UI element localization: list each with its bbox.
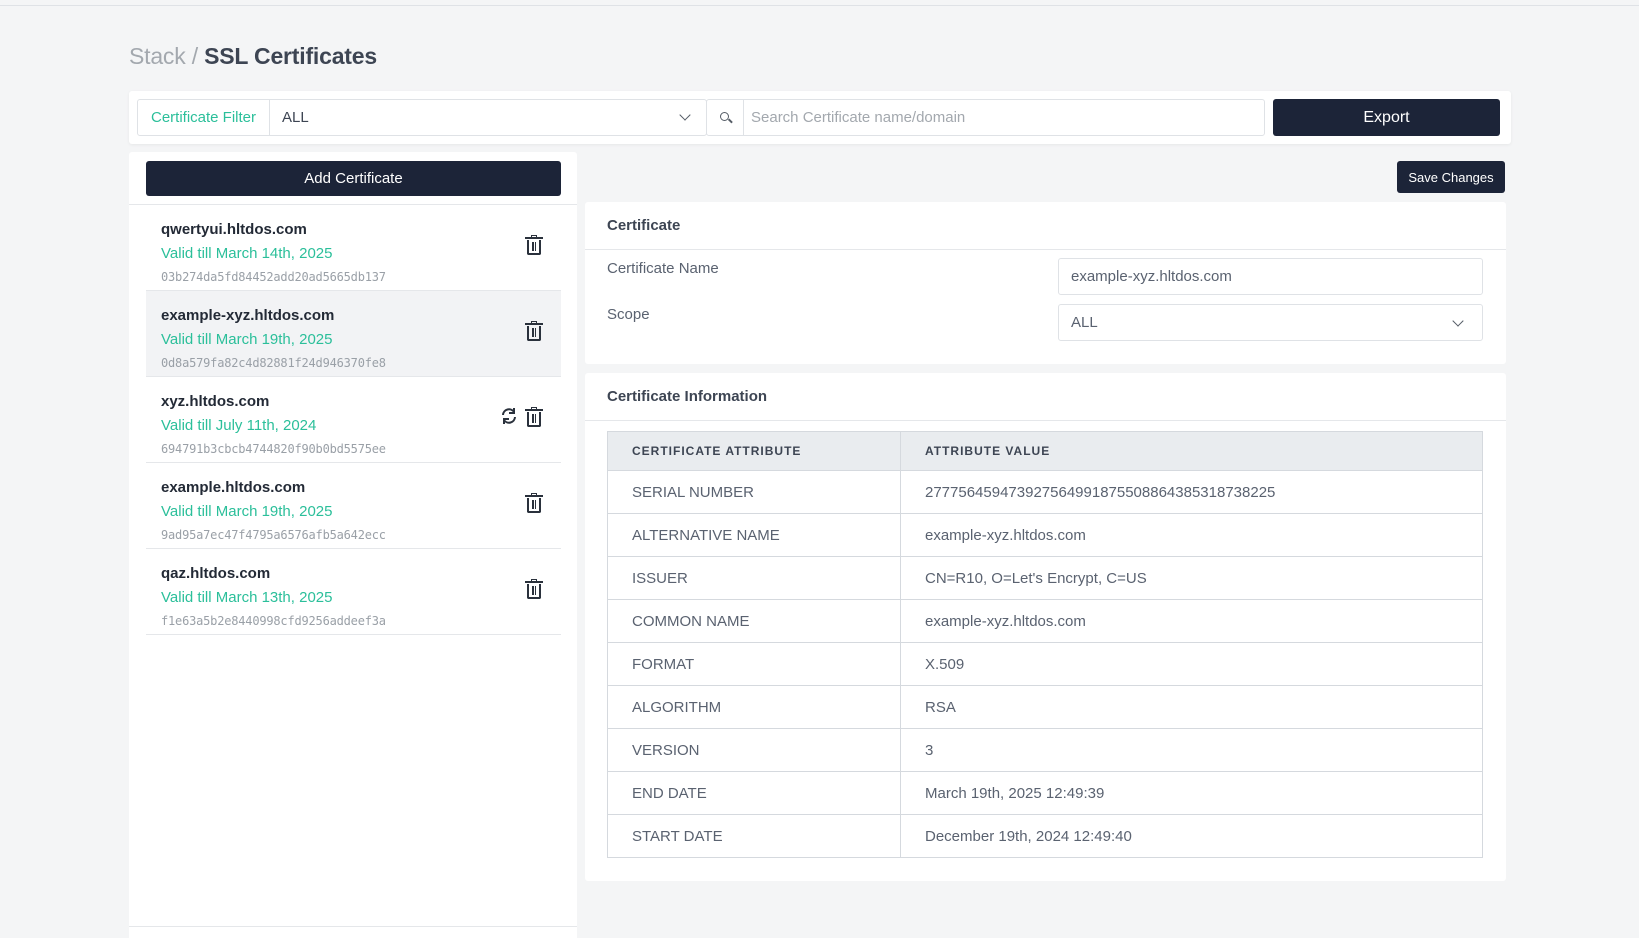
certificate-validity: Valid till March 14th, 2025	[161, 245, 333, 262]
certificate-card-title: Certificate	[607, 217, 681, 234]
certificate-list-item[interactable]: example-xyz.hltdos.com Valid till March …	[146, 291, 561, 377]
attribute-name: FORMAT	[607, 642, 901, 686]
table-row: ISSUER CN=R10, O=Let's Encrypt, C=US	[607, 556, 1483, 600]
refresh-icon[interactable]	[499, 406, 519, 426]
attribute-name: COMMON NAME	[607, 599, 901, 643]
attribute-value: CN=R10, O=Let's Encrypt, C=US	[900, 556, 1483, 600]
breadcrumb: Stack / SSL Certificates	[129, 43, 377, 70]
certificate-hash: 0d8a579fa82c4d82881f24d946370fe8	[161, 356, 386, 370]
table-row: ALTERNATIVE NAME example-xyz.hltdos.com	[607, 513, 1483, 557]
attribute-name: START DATE	[607, 814, 901, 858]
filter-bar: Certificate Filter ALL Export	[129, 91, 1511, 144]
table-row: VERSION 3	[607, 728, 1483, 772]
certificate-validity: Valid till July 11th, 2024	[161, 417, 317, 434]
trash-icon[interactable]	[525, 493, 543, 513]
certificate-validity: Valid till March 13th, 2025	[161, 589, 333, 606]
certificate-information-card: Certificate Information CERTIFICATE ATTR…	[585, 373, 1506, 881]
attribute-value: 3	[900, 728, 1483, 772]
scope-select[interactable]: ALL	[1058, 304, 1483, 341]
certificate-name: qwertyui.hltdos.com	[161, 221, 307, 238]
attribute-name: SERIAL NUMBER	[607, 470, 901, 514]
table-row: START DATE December 19th, 2024 12:49:40	[607, 814, 1483, 858]
scope-value: ALL	[1071, 314, 1098, 331]
attribute-value: March 19th, 2025 12:49:39	[900, 771, 1483, 815]
certificate-filter: Certificate Filter ALL	[137, 99, 707, 136]
certificate-filter-select[interactable]: ALL	[270, 100, 706, 135]
export-button[interactable]: Export	[1273, 99, 1500, 136]
table-row: ALGORITHM RSA	[607, 685, 1483, 729]
top-divider	[0, 5, 1639, 6]
scope-label: Scope	[607, 306, 650, 323]
attribute-value: December 19th, 2024 12:49:40	[900, 814, 1483, 858]
trash-icon[interactable]	[525, 579, 543, 599]
attribute-name: ALGORITHM	[607, 685, 901, 729]
certificate-filter-value: ALL	[282, 109, 309, 126]
certificate-list-item[interactable]: qaz.hltdos.com Valid till March 13th, 20…	[146, 549, 561, 635]
certificate-name: xyz.hltdos.com	[161, 393, 270, 410]
attribute-value: X.509	[900, 642, 1483, 686]
search-input[interactable]	[744, 100, 1264, 135]
certificate-name: qaz.hltdos.com	[161, 565, 271, 582]
panel-divider	[129, 204, 577, 205]
column-header-attribute: CERTIFICATE ATTRIBUTE	[607, 431, 901, 471]
attribute-name: END DATE	[607, 771, 901, 815]
certificate-name-label: Certificate Name	[607, 260, 719, 277]
table-row: SERIAL NUMBER 277756459473927564991875508…	[607, 470, 1483, 514]
attribute-name: ISSUER	[607, 556, 901, 600]
table-row: COMMON NAME example-xyz.hltdos.com	[607, 599, 1483, 643]
certificate-hash: 694791b3cbcb4744820f90b0bd5575ee	[161, 442, 386, 456]
chevron-down-icon	[679, 109, 691, 121]
certificate-hash: f1e63a5b2e8440998cfd9256addeef3a	[161, 614, 386, 628]
attribute-name: VERSION	[607, 728, 901, 772]
attribute-value: example-xyz.hltdos.com	[900, 599, 1483, 643]
save-changes-button[interactable]: Save Changes	[1397, 161, 1505, 193]
breadcrumb-separator: /	[191, 43, 198, 69]
certificate-name: example.hltdos.com	[161, 479, 306, 496]
certificate-validity: Valid till March 19th, 2025	[161, 503, 333, 520]
table-row: END DATE March 19th, 2025 12:49:39	[607, 771, 1483, 815]
table-header-row: CERTIFICATE ATTRIBUTE ATTRIBUTE VALUE	[607, 431, 1483, 471]
certificate-list: qwertyui.hltdos.com Valid till March 14t…	[146, 205, 561, 635]
certificate-hash: 9ad95a7ec47f4795a6576afb5a642ecc	[161, 528, 386, 542]
search-icon	[707, 100, 744, 135]
certificate-card: Certificate Certificate Name example-xyz…	[585, 202, 1506, 364]
card-divider	[585, 420, 1506, 421]
search-group	[706, 99, 1265, 136]
card-divider	[585, 249, 1506, 250]
attribute-value: example-xyz.hltdos.com	[900, 513, 1483, 557]
add-certificate-button[interactable]: Add Certificate	[146, 161, 561, 196]
breadcrumb-parent[interactable]: Stack	[129, 43, 186, 69]
certificate-name-field[interactable]: example-xyz.hltdos.com	[1058, 258, 1483, 295]
certificate-attributes-table: CERTIFICATE ATTRIBUTE ATTRIBUTE VALUE SE…	[607, 431, 1483, 858]
certificate-information-title: Certificate Information	[607, 388, 768, 405]
trash-icon[interactable]	[525, 407, 543, 427]
page-title: SSL Certificates	[204, 43, 377, 69]
certificate-list-item[interactable]: example.hltdos.com Valid till March 19th…	[146, 463, 561, 549]
certificate-hash: 03b274da5fd84452add20ad5665db137	[161, 270, 386, 284]
certificate-validity: Valid till March 19th, 2025	[161, 331, 333, 348]
certificate-list-item[interactable]: xyz.hltdos.com Valid till July 11th, 202…	[146, 377, 561, 463]
attribute-value: 2777564594739275649918755088643853187382…	[900, 470, 1483, 514]
table-row: FORMAT X.509	[607, 642, 1483, 686]
column-header-value: ATTRIBUTE VALUE	[900, 431, 1483, 471]
certificate-name: example-xyz.hltdos.com	[161, 307, 335, 324]
trash-icon[interactable]	[525, 321, 543, 341]
certificate-list-item[interactable]: qwertyui.hltdos.com Valid till March 14t…	[146, 205, 561, 291]
attribute-value: RSA	[900, 685, 1483, 729]
attribute-name: ALTERNATIVE NAME	[607, 513, 901, 557]
chevron-down-icon	[1452, 315, 1464, 327]
panel-footer-divider	[129, 926, 577, 927]
certificate-filter-label: Certificate Filter	[138, 100, 270, 135]
trash-icon[interactable]	[525, 235, 543, 255]
certificate-list-panel: Add Certificate qwertyui.hltdos.com Vali…	[129, 152, 577, 938]
